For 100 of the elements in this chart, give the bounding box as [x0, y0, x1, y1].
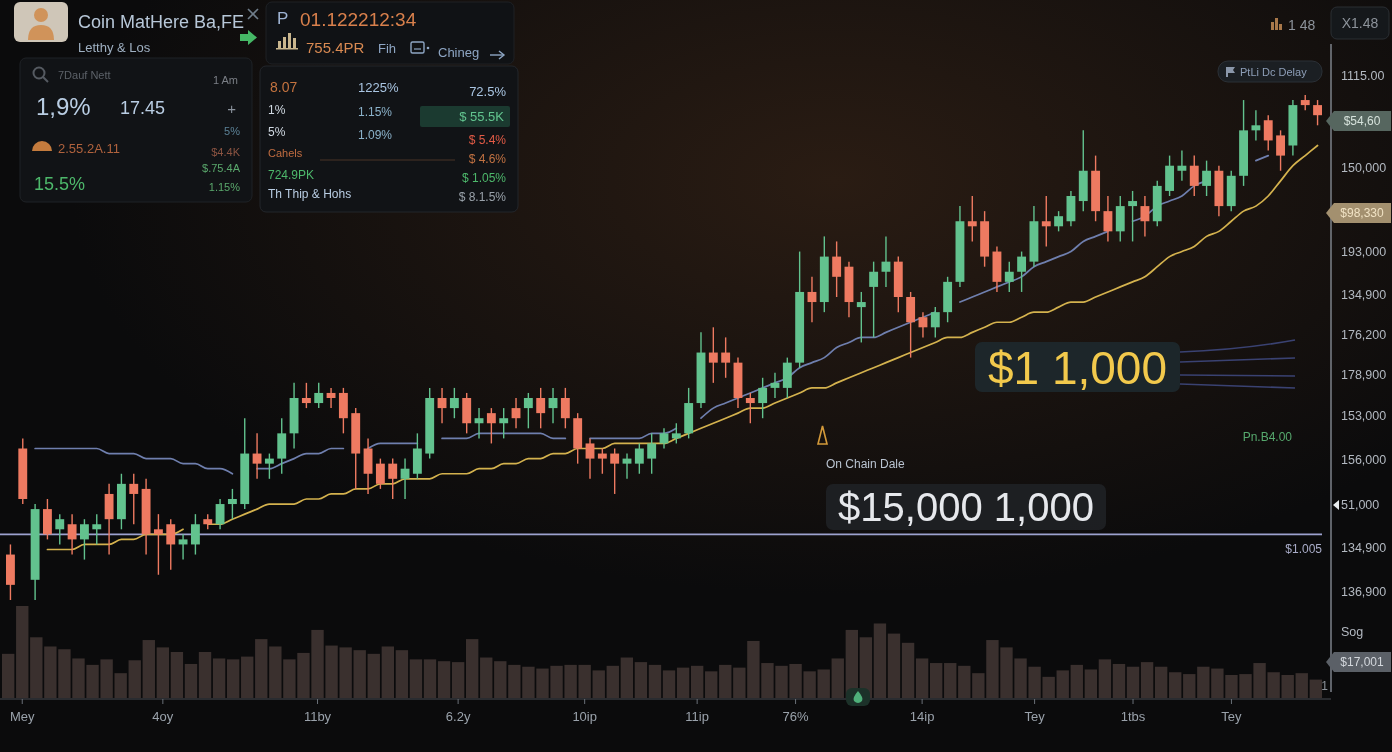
annotation: 1,9% [36, 93, 91, 120]
bar [676, 667, 690, 698]
bar [367, 653, 380, 698]
x-tick-label: Tey [1221, 709, 1243, 724]
bar [241, 656, 254, 698]
bar [198, 652, 212, 698]
candlestick [1177, 149, 1187, 182]
candlestick [560, 387, 570, 429]
text: 150,000 [1341, 161, 1387, 175]
bar [466, 639, 479, 698]
annotation: 8.07 [270, 79, 298, 95]
annotation: Pn.B4.00 [1242, 430, 1293, 444]
annotation: 5% [224, 125, 241, 137]
bar [255, 639, 268, 698]
bar [1281, 675, 1294, 698]
annotation: 17.45 [120, 98, 166, 118]
bar [690, 665, 704, 698]
bar [2, 653, 15, 698]
text: 7Dauf Nett [58, 69, 111, 81]
bar [705, 671, 718, 698]
bar [719, 664, 732, 698]
annotation: Cahels [268, 147, 303, 159]
candlestick [1140, 195, 1150, 238]
x-tick-label: Tey [1024, 709, 1046, 724]
text: 51,000 [1341, 498, 1380, 512]
bar [1126, 666, 1140, 698]
candlestick [1263, 114, 1273, 152]
candlestick [79, 518, 89, 561]
annotation: 1 [1321, 679, 1329, 693]
bar [1084, 669, 1098, 698]
bar [887, 633, 901, 698]
bar [142, 640, 155, 698]
bar [944, 663, 957, 698]
bar [381, 646, 395, 698]
candlestick [67, 513, 77, 556]
x-tick-label: 14ip [909, 709, 935, 724]
annotation: $4.4K [211, 146, 241, 158]
candlestick [215, 498, 225, 530]
bar [128, 660, 141, 698]
x-tick-label: 10ip [572, 709, 597, 724]
text: Coin MatHere Ba,FE [78, 12, 245, 32]
candlestick [610, 447, 620, 495]
candlestick [832, 240, 842, 298]
x-tick-label: 1tbs [1120, 709, 1146, 724]
candlestick [388, 457, 398, 500]
bar [1056, 670, 1069, 698]
annotation: 1.09% [358, 128, 393, 142]
candlestick [129, 473, 139, 525]
bar [423, 659, 437, 698]
bar [606, 665, 619, 698]
candlestick [671, 422, 681, 445]
candlestick [1202, 159, 1212, 197]
annotation: Th Thip & Hohs [268, 187, 352, 201]
annotation: 1% [268, 103, 286, 117]
bar [831, 658, 844, 698]
bar [1098, 659, 1112, 698]
candlestick [166, 518, 176, 571]
bar [1154, 666, 1168, 698]
bar [451, 662, 465, 698]
candlestick [92, 513, 102, 546]
bar [480, 657, 493, 698]
text: 134,900 [1341, 541, 1387, 555]
candlestick [449, 387, 459, 419]
text: 134,900 [1341, 288, 1387, 302]
annotation: 72.5% [469, 84, 507, 99]
candlestick [708, 326, 718, 384]
bar [620, 657, 634, 698]
candlestick [1128, 190, 1138, 243]
candlestick [153, 513, 163, 576]
annotation: 724.9PK [268, 168, 315, 182]
candlestick [597, 447, 607, 475]
bar [16, 606, 29, 698]
text: X1.48 [1341, 15, 1379, 31]
bar [592, 670, 605, 698]
x-tick-label: 6.2y [445, 709, 471, 724]
bar [901, 642, 915, 698]
text: 755.4PR [306, 39, 365, 56]
candlestick [634, 442, 644, 475]
annotation: On Chain Dale [826, 457, 906, 471]
bar [1295, 673, 1308, 698]
x-tick-label: 11ip [685, 709, 709, 724]
bar [958, 665, 971, 698]
text: 178,900 [1341, 368, 1387, 382]
bar [395, 650, 409, 698]
text: PtLi Dc Delay [1240, 65, 1308, 78]
candlestick [1041, 195, 1051, 248]
bar [648, 664, 662, 698]
annotation: + [227, 100, 237, 117]
bar [226, 659, 240, 698]
bar [156, 647, 170, 698]
candlestick [55, 513, 65, 546]
text: Chineg [438, 45, 480, 60]
bar [170, 652, 184, 698]
bar [437, 661, 451, 698]
candlestick [523, 392, 533, 429]
candlestick [227, 488, 237, 520]
bar [30, 637, 43, 698]
candlestick [721, 336, 731, 379]
text: 176,200 [1341, 328, 1387, 342]
bar [634, 662, 648, 698]
